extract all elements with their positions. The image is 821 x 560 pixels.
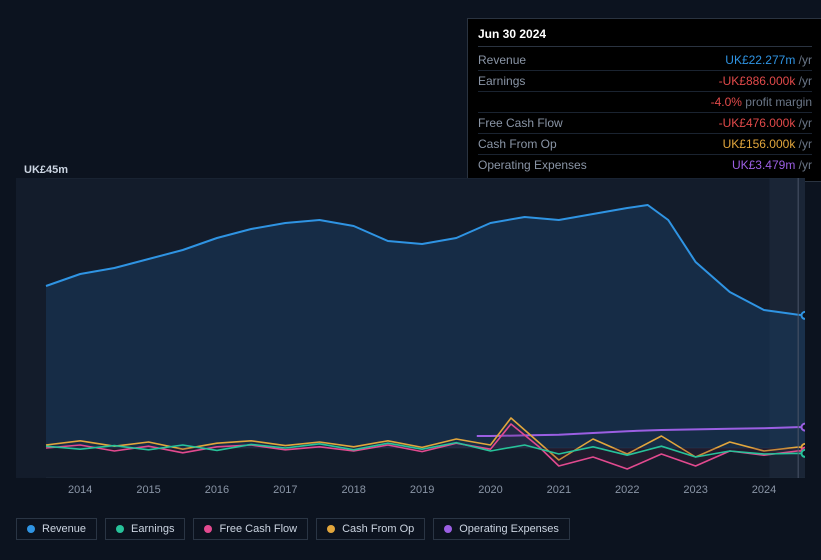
x-axis-tick: 2019 (410, 484, 434, 496)
chart-svg (16, 178, 805, 478)
x-axis-tick: 2017 (273, 484, 297, 496)
tooltip-label: Revenue (478, 51, 526, 69)
tooltip-row: Operating Expenses UK£3.479m /yr (478, 155, 812, 175)
x-axis-tick: 2022 (615, 484, 639, 496)
tooltip-row: Revenue UK£22.277m /yr (478, 50, 812, 71)
x-axis-tick: 2020 (478, 484, 502, 496)
legend-item-earnings[interactable]: Earnings (105, 518, 185, 540)
tooltip-value: UK£3.479m /yr (732, 156, 812, 174)
x-axis-tick: 2024 (752, 484, 776, 496)
legend-dot-icon (116, 525, 124, 533)
legend-dot-icon (204, 525, 212, 533)
tooltip-value: -4.0% profit margin (711, 93, 812, 111)
end-marker (802, 424, 806, 431)
x-axis-tick: 2016 (205, 484, 229, 496)
tooltip-label: Free Cash Flow (478, 114, 563, 132)
legend-label: Operating Expenses (459, 523, 559, 535)
legend-item-operating-expenses[interactable]: Operating Expenses (433, 518, 570, 540)
tooltip-label: Cash From Op (478, 135, 557, 153)
series-fill-revenue (46, 205, 805, 448)
tooltip-value: UK£156.000k /yr (723, 135, 812, 153)
x-axis-tick: 2015 (136, 484, 160, 496)
legend-item-free-cash-flow[interactable]: Free Cash Flow (193, 518, 308, 540)
tooltip-row: Free Cash Flow -UK£476.000k /yr (478, 113, 812, 134)
tooltip-value: UK£22.277m /yr (725, 51, 812, 69)
legend-item-cash-from-op[interactable]: Cash From Op (316, 518, 425, 540)
x-axis-tick: 2023 (683, 484, 707, 496)
end-marker (802, 312, 806, 319)
legend-item-revenue[interactable]: Revenue (16, 518, 97, 540)
tooltip-date: Jun 30 2024 (478, 25, 812, 47)
legend-label: Cash From Op (342, 523, 414, 535)
legend-dot-icon (27, 525, 35, 533)
legend-label: Free Cash Flow (219, 523, 297, 535)
legend: Revenue Earnings Free Cash Flow Cash From O… (16, 518, 570, 540)
legend-label: Revenue (42, 523, 86, 535)
y-axis-label: UK£45m (24, 164, 68, 176)
chart-tooltip: Jun 30 2024 Revenue UK£22.277m /yr Earning… (467, 18, 821, 182)
tooltip-value: -UK£886.000k /yr (719, 72, 812, 90)
x-axis-tick: 2021 (547, 484, 571, 496)
x-axis-tick: 2018 (341, 484, 365, 496)
legend-dot-icon (444, 525, 452, 533)
tooltip-label: Earnings (478, 72, 525, 90)
legend-label: Earnings (131, 523, 174, 535)
tooltip-value: -UK£476.000k /yr (719, 114, 812, 132)
tooltip-row: Earnings -UK£886.000k /yr (478, 71, 812, 92)
tooltip-label: Operating Expenses (478, 156, 587, 174)
chart-area[interactable] (16, 178, 805, 478)
legend-dot-icon (327, 525, 335, 533)
end-marker (802, 450, 806, 457)
x-axis-tick: 2014 (68, 484, 92, 496)
tooltip-row: Cash From Op UK£156.000k /yr (478, 134, 812, 155)
tooltip-row: -4.0% profit margin (478, 92, 812, 113)
